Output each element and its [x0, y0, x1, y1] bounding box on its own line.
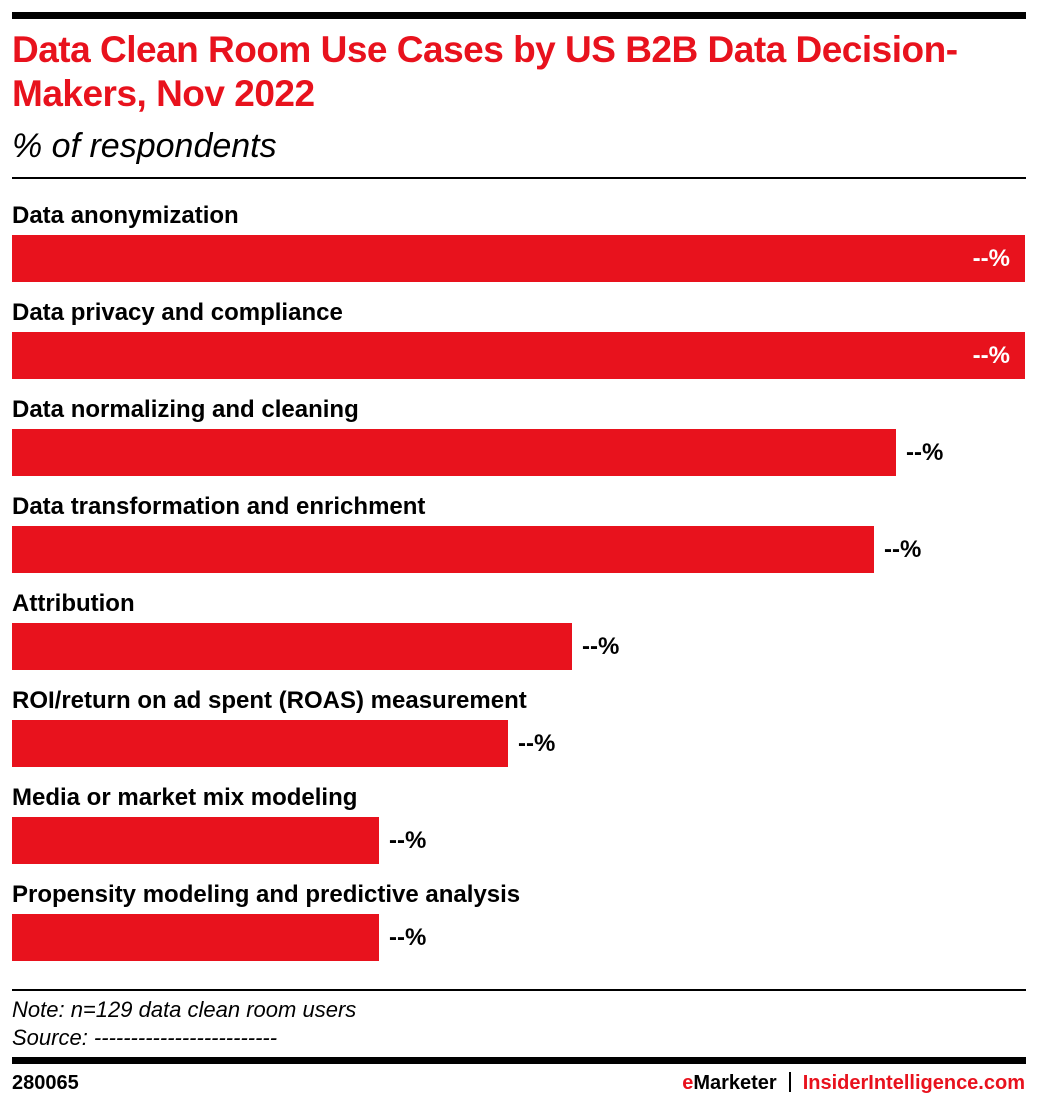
bar-label: Media or market mix modeling — [12, 784, 358, 811]
brand-divider — [788, 1072, 791, 1092]
bar — [12, 332, 1025, 379]
brand-emarketer-e: e — [682, 1072, 694, 1094]
bar-value-label: --% — [389, 827, 427, 854]
bar-value-label: --% — [518, 730, 556, 757]
bottom-rule — [12, 1057, 1026, 1064]
chart-source: Source: ------------------------- — [12, 1025, 278, 1050]
bar-row: Media or market mix modeling --% — [12, 780, 1026, 877]
bar-value-label: --% — [972, 342, 1010, 369]
chart-subtitle: % of respondents — [12, 127, 277, 165]
bar-row: Propensity modeling and predictive analy… — [12, 877, 1026, 974]
bar-label: Attribution — [12, 590, 135, 617]
bar — [12, 235, 1025, 282]
bar-value-label: --% — [582, 633, 620, 660]
bar-value-label: --% — [906, 439, 944, 466]
bar-label: Propensity modeling and predictive analy… — [12, 881, 521, 908]
note-rule — [12, 989, 1026, 991]
bar — [12, 720, 508, 767]
bar-value-label: --% — [972, 245, 1010, 272]
chart-id: 280065 — [12, 1072, 79, 1094]
chart-title: Data Clean Room Use Cases by US B2B Data… — [12, 29, 958, 114]
bar — [12, 914, 379, 961]
bar — [12, 429, 896, 476]
brand-insider-intelligence[interactable]: InsiderIntelligence.com — [802, 1072, 1025, 1094]
bar-label: Data privacy and compliance — [12, 299, 343, 326]
bar — [12, 526, 874, 573]
bar — [12, 817, 379, 864]
bar-row: Data anonymization --% — [12, 198, 1026, 295]
bar-row: Attribution --% — [12, 586, 1026, 683]
bar-row: Data transformation and enrichment --% — [12, 489, 1026, 586]
top-rule — [12, 12, 1026, 19]
bar-label: Data transformation and enrichment — [12, 493, 426, 520]
bar-label: ROI/return on ad spent (ROAS) measuremen… — [12, 687, 527, 714]
brand-emarketer: Marketer — [693, 1072, 777, 1094]
brand-footer: eMarketer InsiderIntelligence.com — [682, 1070, 1025, 1096]
chart-note: Note: n=129 data clean room users — [12, 997, 357, 1022]
bar-row: ROI/return on ad spent (ROAS) measuremen… — [12, 683, 1026, 780]
bar-value-label: --% — [884, 536, 922, 563]
bar — [12, 623, 572, 670]
bar-value-label: --% — [389, 924, 427, 951]
bar-label: Data normalizing and cleaning — [12, 396, 359, 423]
bar-label: Data anonymization — [12, 202, 239, 229]
bar-row: Data normalizing and cleaning --% — [12, 392, 1026, 489]
bar-chart: Data anonymization --% Data privacy and co… — [12, 198, 1026, 974]
bar-row: Data privacy and compliance --% — [12, 295, 1026, 392]
subtitle-rule — [12, 177, 1026, 179]
